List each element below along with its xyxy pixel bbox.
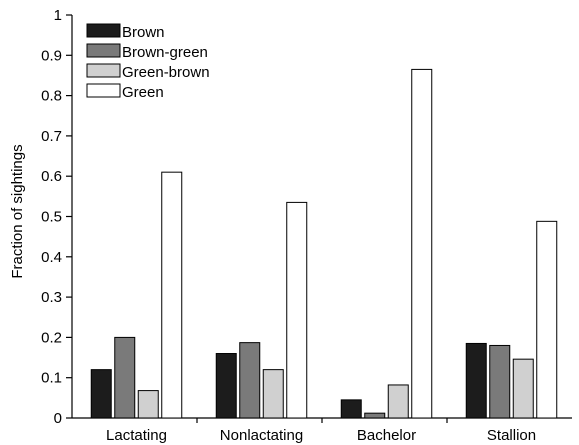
y-tick-label: 1 bbox=[54, 7, 62, 24]
y-tick-label: 0.7 bbox=[41, 128, 62, 145]
legend-label: Green-brown bbox=[122, 64, 210, 81]
bar-green-brown-stallion bbox=[512, 358, 534, 419]
y-tick-label: 0.5 bbox=[41, 209, 62, 226]
bar-brown-bachelor bbox=[340, 399, 362, 419]
y-tick-label: 0.4 bbox=[41, 249, 62, 266]
bar-green-stallion bbox=[536, 220, 558, 419]
bar-green-brown-nonlactating bbox=[262, 369, 284, 419]
y-tick-label: 0.2 bbox=[41, 329, 62, 346]
y-tick-label: 0.3 bbox=[41, 289, 62, 306]
y-tick-label: 0.8 bbox=[41, 88, 62, 105]
legend-swatch-brown-green bbox=[86, 43, 121, 58]
y-axis-title: Fraction of sightings bbox=[9, 144, 26, 278]
y-tick-label: 0 bbox=[54, 410, 62, 427]
bar-green-brown-bachelor bbox=[387, 384, 409, 419]
bar-green-bachelor bbox=[411, 68, 433, 419]
legend: Brown Brown-green Green-brown Green bbox=[86, 23, 210, 101]
bar-brown-green-lactating bbox=[114, 336, 136, 419]
bar-green-brown-lactating bbox=[137, 390, 159, 419]
y-tick-label: 0.1 bbox=[41, 370, 62, 387]
bar-brown-green-bachelor bbox=[364, 412, 386, 419]
bar-brown-green-nonlactating bbox=[239, 342, 261, 419]
x-tick-label: Stallion bbox=[487, 427, 536, 444]
x-tick-label: Lactating bbox=[106, 427, 167, 444]
legend-label: Brown bbox=[122, 24, 165, 41]
bar-brown-green-stallion bbox=[489, 344, 511, 419]
bar-brown-nonlactating bbox=[215, 353, 237, 419]
legend-swatch-brown bbox=[86, 23, 121, 38]
legend-swatch-green-brown bbox=[86, 63, 121, 78]
legend-label: Brown-green bbox=[122, 44, 208, 61]
legend-label: Green bbox=[122, 84, 164, 101]
y-tick-label: 0.9 bbox=[41, 47, 62, 64]
bar-brown-lactating bbox=[90, 369, 112, 419]
y-tick-label: 0.6 bbox=[41, 168, 62, 185]
bar-brown-stallion bbox=[465, 342, 487, 419]
x-tick-label: Bachelor bbox=[357, 427, 416, 444]
x-tick-label: Nonlactating bbox=[220, 427, 303, 444]
plot-area: 0 0.1 0.2 0.3 0.4 0.5 0.6 0.7 0.8 0.9 1 Lactating No… bbox=[41, 7, 572, 444]
bar-green-lactating bbox=[161, 171, 183, 419]
bar-green-nonlactating bbox=[286, 201, 308, 419]
legend-swatch-green bbox=[86, 83, 121, 98]
